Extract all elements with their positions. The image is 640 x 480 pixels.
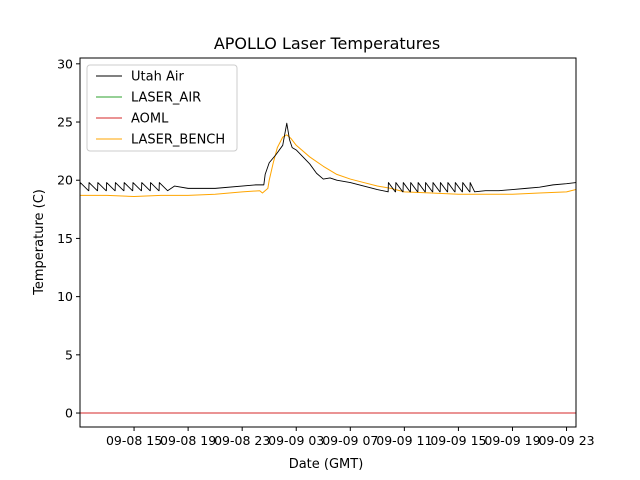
y-axis-label: Temperature (C) [32, 189, 47, 296]
legend-label: AOML [131, 112, 169, 127]
x-axis-label: Date (GMT) [289, 457, 364, 472]
x-tick-label: 09-09 19 [484, 433, 540, 448]
y-tick-label: 5 [65, 347, 73, 362]
x-tick-label: 09-08 23 [214, 433, 270, 448]
x-tick-label: 09-08 15 [106, 433, 162, 448]
y-tick-label: 15 [57, 231, 73, 246]
x-tick-label: 09-09 11 [376, 433, 432, 448]
x-tick-label: 09-08 19 [160, 433, 216, 448]
y-tick-label: 25 [57, 115, 73, 130]
series-layer [80, 122, 576, 414]
x-tick-label: 09-09 23 [538, 433, 594, 448]
x-tick-label: 09-09 07 [322, 433, 378, 448]
chart-title: APOLLO Laser Temperatures [214, 34, 440, 53]
series-line-laser-bench [80, 134, 576, 198]
y-tick-label: 10 [57, 289, 73, 304]
series-line-utah-air [80, 122, 576, 193]
legend: Utah Air LASER_AIR AOML LASER_BENCH [86, 64, 238, 152]
y-axis: 0 5 10 15 20 25 30 [57, 56, 80, 421]
y-tick-label: 20 [57, 173, 73, 188]
legend-box [86, 64, 238, 152]
y-tick-label: 0 [65, 406, 73, 421]
legend-label: Utah Air [131, 70, 184, 85]
y-tick-label: 30 [57, 56, 73, 71]
legend-label: LASER_BENCH [131, 133, 225, 148]
legend-label: LASER_AIR [131, 91, 201, 106]
x-tick-label: 09-09 03 [268, 433, 324, 448]
plot-frame [79, 57, 577, 428]
x-tick-label: 09-09 15 [430, 433, 486, 448]
